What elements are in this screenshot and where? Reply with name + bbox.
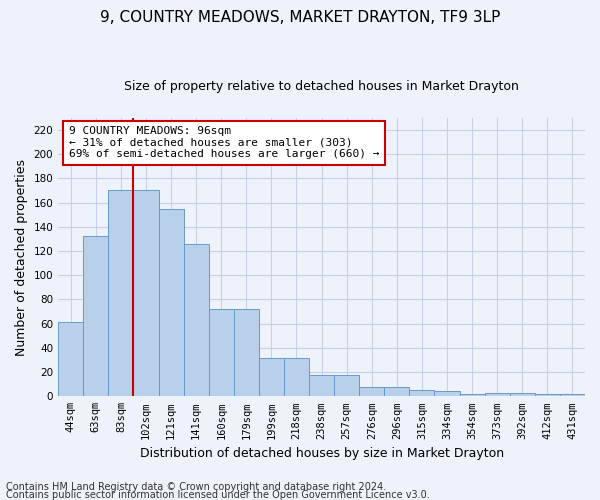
Bar: [83, 236, 109, 396]
Bar: [158, 208, 184, 396]
X-axis label: Distribution of detached houses by size in Market Drayton: Distribution of detached houses by size …: [140, 447, 503, 460]
Bar: [259, 358, 284, 397]
Bar: [359, 386, 385, 396]
Bar: [510, 392, 535, 396]
Bar: [234, 309, 259, 396]
Bar: [58, 322, 83, 396]
Bar: [485, 392, 510, 396]
Bar: [209, 309, 234, 396]
Bar: [309, 374, 334, 396]
Text: 9, COUNTRY MEADOWS, MARKET DRAYTON, TF9 3LP: 9, COUNTRY MEADOWS, MARKET DRAYTON, TF9 …: [100, 10, 500, 25]
Bar: [535, 394, 560, 396]
Bar: [434, 392, 460, 396]
Bar: [109, 190, 133, 396]
Y-axis label: Number of detached properties: Number of detached properties: [15, 158, 28, 356]
Bar: [184, 244, 209, 396]
Bar: [560, 394, 585, 396]
Bar: [334, 374, 359, 396]
Bar: [409, 390, 434, 396]
Bar: [284, 358, 309, 397]
Bar: [385, 386, 409, 396]
Bar: [460, 394, 485, 396]
Text: Contains HM Land Registry data © Crown copyright and database right 2024.: Contains HM Land Registry data © Crown c…: [6, 482, 386, 492]
Title: Size of property relative to detached houses in Market Drayton: Size of property relative to detached ho…: [124, 80, 519, 93]
Text: 9 COUNTRY MEADOWS: 96sqm
← 31% of detached houses are smaller (303)
69% of semi-: 9 COUNTRY MEADOWS: 96sqm ← 31% of detach…: [69, 126, 379, 160]
Bar: [133, 190, 158, 396]
Text: Contains public sector information licensed under the Open Government Licence v3: Contains public sector information licen…: [6, 490, 430, 500]
